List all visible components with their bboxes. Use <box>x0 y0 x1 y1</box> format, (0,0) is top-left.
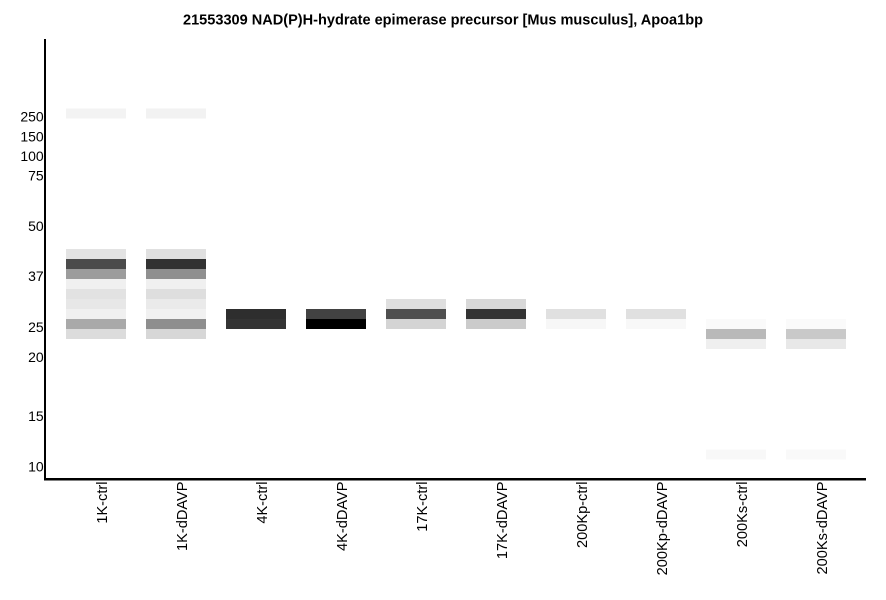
svg-text:250: 250 <box>20 109 44 125</box>
svg-text:37: 37 <box>28 268 44 284</box>
svg-text:200Ks-dDAVP: 200Ks-dDAVP <box>815 482 831 575</box>
svg-text:200Ks-ctrl: 200Ks-ctrl <box>735 482 751 548</box>
svg-text:4K-ctrl: 4K-ctrl <box>255 482 271 524</box>
svg-text:4K-dDAVP: 4K-dDAVP <box>335 482 351 551</box>
svg-text:100: 100 <box>20 148 44 164</box>
svg-text:200Kp-ctrl: 200Kp-ctrl <box>575 482 591 549</box>
svg-text:17K-ctrl: 17K-ctrl <box>415 482 431 532</box>
svg-text:150: 150 <box>20 129 44 145</box>
svg-text:50: 50 <box>28 218 44 234</box>
svg-text:21553309 NAD(P)H-hydrate epime: 21553309 NAD(P)H-hydrate epimerase precu… <box>183 13 703 29</box>
svg-text:75: 75 <box>28 168 44 184</box>
svg-text:25: 25 <box>28 319 44 335</box>
svg-text:1K-ctrl: 1K-ctrl <box>95 482 111 524</box>
svg-text:10: 10 <box>28 458 44 474</box>
svg-text:15: 15 <box>28 408 44 424</box>
svg-text:20: 20 <box>28 349 44 365</box>
svg-text:200Kp-dDAVP: 200Kp-dDAVP <box>655 482 671 576</box>
svg-text:17K-dDAVP: 17K-dDAVP <box>495 482 511 560</box>
svg-text:1K-dDAVP: 1K-dDAVP <box>175 482 191 551</box>
